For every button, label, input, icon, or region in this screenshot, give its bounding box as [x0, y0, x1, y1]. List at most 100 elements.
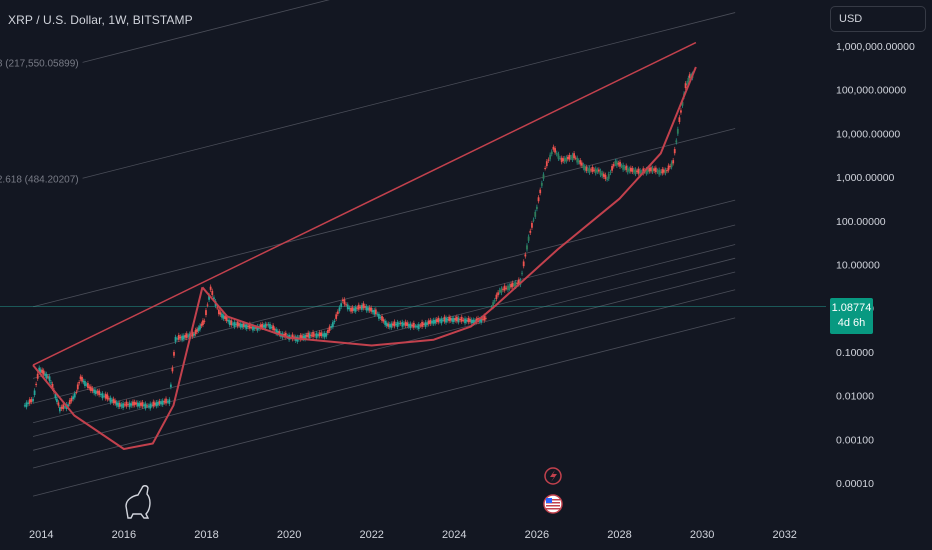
price-candle-body	[305, 335, 308, 337]
projection-candle-body	[511, 282, 514, 287]
projection-candle-body	[666, 170, 668, 172]
price-candle-body	[209, 286, 212, 290]
projection-candle-body	[604, 174, 607, 179]
price-candle-body	[109, 397, 112, 403]
price-candle-body	[176, 338, 179, 340]
price-candle-body	[133, 401, 136, 406]
currency-selector-button[interactable]: USD	[830, 6, 926, 32]
price-candle-body	[238, 323, 240, 326]
projection-candle-body	[639, 170, 642, 176]
projection-candle-body	[591, 167, 594, 172]
price-candle-body	[28, 399, 31, 404]
price-candle-body	[87, 383, 89, 388]
projection-candle-body	[545, 161, 548, 167]
projection-candle-body	[646, 169, 649, 173]
price-candle-body	[60, 406, 63, 409]
projection-candle-body	[588, 167, 591, 173]
projection-candle-body	[612, 164, 615, 167]
price-candle-body	[250, 327, 253, 329]
price-candle-body	[460, 316, 463, 322]
price-candle-body	[62, 404, 65, 410]
price-candle-body	[267, 324, 270, 326]
projection-candle-body	[527, 236, 530, 241]
projection-candle-body	[628, 168, 631, 172]
projection-candle-body	[634, 169, 637, 174]
projection-candle-body	[505, 287, 508, 289]
price-candle-body	[245, 324, 248, 329]
projection-candle-body	[529, 230, 532, 233]
price-candle-body	[197, 327, 200, 331]
price-candle-body	[399, 322, 402, 324]
projection-candle-body	[539, 189, 542, 194]
price-candle-body	[312, 332, 314, 337]
price-candle-body	[76, 384, 79, 390]
price-candle-body	[89, 386, 92, 391]
price-candle-body	[422, 323, 425, 325]
projection-candle-body	[568, 154, 571, 160]
price-candle-body	[166, 401, 169, 403]
price-candle-body	[373, 309, 376, 315]
fib-level-label: 2.618 (484.20207)	[0, 174, 79, 185]
price-candle-body	[32, 398, 34, 402]
projection-candle-body	[554, 148, 556, 153]
price-candle-body	[82, 380, 85, 383]
current-price-value: 1.08774	[831, 302, 872, 314]
price-candle-body	[169, 384, 172, 388]
price-candle-body	[72, 396, 75, 400]
price-candle-body	[27, 402, 29, 405]
price-candle-body	[331, 322, 334, 327]
price-candle-body	[241, 323, 244, 328]
projection-candle-body	[653, 168, 656, 171]
projection-candle-body	[514, 282, 517, 287]
price-candle-body	[150, 404, 153, 406]
price-candle-body	[96, 391, 99, 394]
price-candle-body	[452, 318, 455, 322]
price-candle-body	[191, 331, 194, 337]
flag-icon-stripe	[546, 508, 560, 510]
price-candle-body	[117, 402, 120, 407]
projection-candle-body	[622, 164, 625, 170]
price-candle-body	[115, 402, 118, 406]
price-candle-body	[481, 318, 484, 320]
projection-candle-body	[680, 110, 682, 113]
projection-candle-body	[534, 211, 537, 217]
price-candle-body	[36, 373, 39, 379]
price-candle-body	[221, 313, 223, 318]
projection-candle-body	[497, 292, 499, 296]
price-candle-body	[406, 322, 409, 326]
price-candle-body	[225, 316, 228, 321]
price-candle-body	[424, 322, 427, 327]
price-candle-body	[379, 317, 382, 319]
price-candle-body	[262, 325, 265, 328]
price-candle-body	[429, 320, 432, 324]
price-candle-body	[228, 320, 231, 326]
price-candle-body	[480, 317, 483, 323]
price-candle-body	[91, 388, 94, 392]
time-axis-label: 2030	[690, 529, 714, 541]
price-candle-body	[30, 399, 33, 402]
price-candle-body	[193, 333, 196, 336]
projection-candle-body	[651, 167, 654, 172]
price-candle-body	[391, 323, 394, 326]
price-candle-body	[73, 393, 76, 398]
price-candle-body	[202, 320, 204, 325]
time-axis-label: 2020	[277, 529, 301, 541]
projection-candle-body	[521, 272, 523, 274]
price-candle-body	[88, 386, 91, 389]
projection-candle-body	[576, 157, 579, 163]
price-candle-body	[79, 376, 82, 380]
price-candle-body	[431, 320, 433, 324]
price-candle-body	[323, 332, 326, 338]
price-candle-body	[81, 377, 83, 382]
lightning-icon-glyph	[550, 470, 557, 482]
price-candle-body	[333, 320, 336, 323]
projection-candle-body	[542, 174, 545, 179]
flag-icon-ring	[543, 494, 563, 514]
price-candle-body	[242, 323, 245, 327]
price-candle-body	[359, 307, 362, 309]
projection-candle-body	[625, 165, 628, 171]
price-candle-body	[354, 307, 357, 312]
projection-candle-body	[584, 166, 586, 171]
projection-candle-body	[585, 166, 588, 171]
